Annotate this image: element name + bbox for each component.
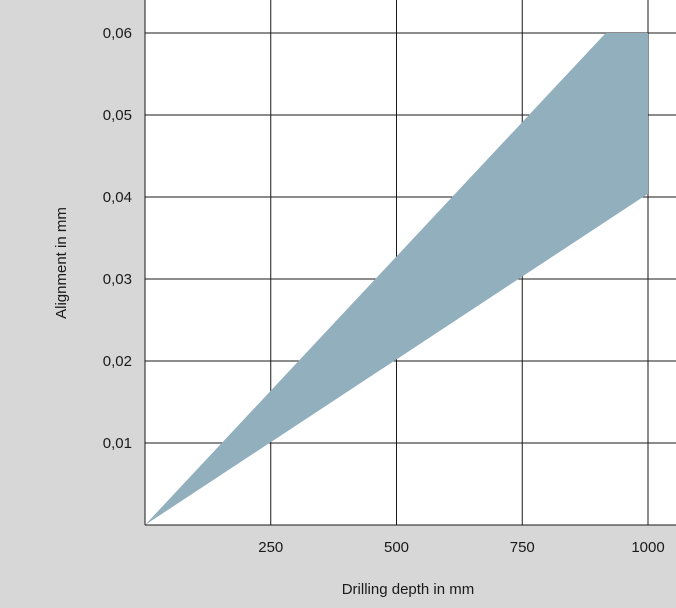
x-tick-label: 1000	[631, 539, 664, 556]
tolerance-band-layer	[145, 33, 648, 525]
y-tick-labels: 0,01 0,02 0,03 0,04 0,05 0,06	[103, 25, 132, 452]
x-tick-label: 500	[384, 539, 409, 556]
plot-frame	[144, 0, 676, 526]
y-tick-label: 0,04	[103, 189, 132, 206]
y-tick-label: 0,02	[103, 353, 132, 370]
tolerance-band	[145, 33, 648, 525]
left-margin-background	[0, 0, 145, 608]
y-axis-label: Alignment in mm	[53, 207, 70, 319]
grid	[145, 0, 676, 525]
x-tick-label: 250	[258, 539, 283, 556]
y-tick-label: 0,03	[103, 271, 132, 288]
y-tick-label: 0,06	[103, 25, 132, 42]
y-tick-label: 0,01	[103, 435, 132, 452]
bottom-margin-background	[0, 525, 676, 608]
x-tick-labels: 250 500 750 1000	[258, 539, 664, 556]
x-tick-label: 750	[510, 539, 535, 556]
x-axis-label: Drilling depth in mm	[342, 581, 475, 598]
y-tick-label: 0,05	[103, 107, 132, 124]
